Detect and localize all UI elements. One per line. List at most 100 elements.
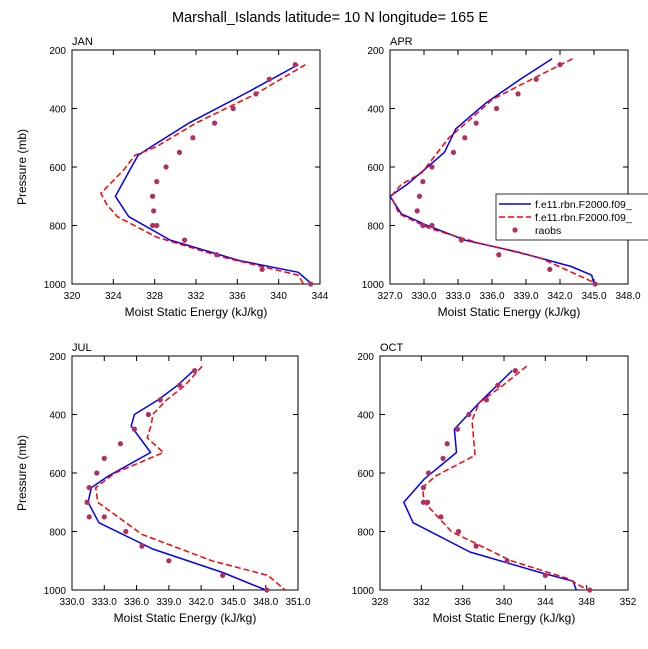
y-tick-label: 800	[357, 528, 374, 539]
raobs-point	[592, 281, 598, 287]
raobs-point	[420, 222, 426, 229]
y-tick-label: 600	[49, 469, 66, 480]
raobs-point	[192, 368, 198, 374]
raobs-point	[139, 543, 145, 549]
raobs-point	[547, 266, 553, 272]
x-tick-label: 345.0	[221, 597, 246, 608]
raobs-point	[157, 397, 163, 403]
y-tick-label: 200	[49, 46, 66, 57]
raobs-point	[151, 208, 157, 214]
y-axis-label: Pressure (mb)	[15, 435, 29, 511]
raobs-point	[86, 514, 92, 520]
series-line-red-dashed	[390, 58, 598, 285]
x-tick-label: 340	[270, 291, 287, 302]
x-tick-label: 333.0	[445, 291, 470, 302]
raobs-point	[292, 62, 298, 68]
y-tick-label: 1000	[362, 280, 385, 291]
x-tick-label: 332	[188, 291, 205, 302]
x-tick-label: 339.0	[513, 291, 538, 302]
raobs-point	[483, 397, 490, 403]
y-tick-label: 1000	[44, 280, 67, 291]
raobs-point	[101, 514, 107, 520]
x-tick-label: 340	[496, 597, 513, 608]
raobs-point	[163, 164, 169, 170]
raobs-point	[84, 499, 90, 505]
raobs-point	[117, 441, 124, 447]
series-line-red-dashed	[100, 63, 306, 285]
raobs-point	[416, 193, 423, 199]
x-axis-label: Moist Static Energy (kJ/kg)	[433, 611, 576, 625]
raobs-point	[230, 105, 236, 112]
raobs-point	[414, 208, 420, 214]
raobs-point	[458, 237, 464, 243]
panel-apr: APR 327.0 330.0 333.0 336.0 339.0 342.0 345.0 34…	[362, 36, 641, 319]
raobs-point	[182, 237, 188, 243]
raobs-point	[533, 76, 539, 82]
raobs-point	[94, 470, 100, 476]
x-tick-label: 332	[413, 597, 430, 608]
x-tick-label: 348.0	[253, 597, 278, 608]
x-tick-label: 339.0	[156, 597, 181, 608]
raobs-point	[154, 222, 160, 229]
panel-jan: JAN 320 324 328 332 336 340 344 200 400 600 800 1000…	[15, 36, 329, 319]
panel-oct: OCT 328 332 336 340 344 348 352 200 400 600 800 1000…	[352, 342, 637, 625]
panel-label: APR	[390, 36, 413, 48]
legend-label-2: raobs	[535, 225, 561, 237]
y-tick-label: 600	[367, 163, 384, 174]
raobs-point	[444, 441, 450, 447]
raobs-point	[587, 587, 593, 593]
raobs-point	[220, 572, 226, 578]
raobs-point	[86, 485, 92, 491]
raobs-point	[214, 252, 220, 258]
x-axis-label: Moist Static Energy (kJ/kg)	[438, 305, 581, 319]
raobs-point	[462, 135, 468, 141]
y-tick-label: 1000	[352, 586, 375, 597]
raobs-point	[557, 62, 563, 68]
legend-label-0: f.e11.rbn.F2000.f09_	[535, 199, 632, 211]
series-line-blue	[114, 63, 313, 285]
raobs-point	[504, 558, 510, 564]
x-tick-label: 348.0	[615, 291, 640, 302]
x-tick-label: 336.0	[479, 291, 504, 302]
raobs-point	[420, 485, 426, 491]
raobs-point	[308, 281, 314, 287]
y-axis-label: Pressure (mb)	[15, 129, 29, 205]
raobs-point	[176, 149, 183, 155]
legend-marker-2	[512, 227, 518, 233]
x-tick-label: 330.0	[59, 597, 84, 608]
raobs-point	[429, 164, 435, 170]
raobs-point	[123, 528, 129, 535]
raobs-point	[450, 149, 457, 155]
x-tick-label: 336.0	[124, 597, 149, 608]
y-tick-label: 600	[49, 163, 66, 174]
raobs-point	[264, 587, 270, 593]
figure-title: Marshall_Islands latitude= 10 N longitud…	[172, 10, 488, 26]
raobs-point	[131, 426, 138, 432]
raobs-point	[150, 222, 156, 229]
raobs-point	[150, 193, 156, 199]
plot-frame	[71, 49, 321, 285]
plot-frame	[71, 355, 299, 591]
y-tick-label: 800	[367, 222, 384, 233]
raobs-point	[473, 543, 479, 549]
y-tick-label: 1000	[44, 586, 67, 597]
y-tick-label: 800	[49, 528, 66, 539]
panel-label: OCT	[380, 342, 404, 354]
y-tick-label: 400	[49, 105, 66, 116]
raobs-point	[495, 382, 501, 388]
y-tick-label: 800	[49, 222, 66, 233]
x-tick-label: 320	[64, 291, 81, 302]
panel-label: JAN	[72, 36, 93, 48]
raobs-point	[515, 91, 521, 97]
plot-frame	[379, 355, 629, 591]
x-tick-label: 342.0	[547, 291, 572, 302]
y-tick-label: 200	[357, 352, 374, 363]
x-tick-label: 344	[537, 597, 554, 608]
raobs-point	[420, 179, 426, 185]
raobs-point	[177, 382, 183, 388]
y-tick-label: 400	[49, 411, 66, 422]
panel-label: JUL	[72, 342, 92, 354]
y-tick-label: 400	[367, 105, 384, 116]
y-tick-label: 200	[367, 46, 384, 57]
